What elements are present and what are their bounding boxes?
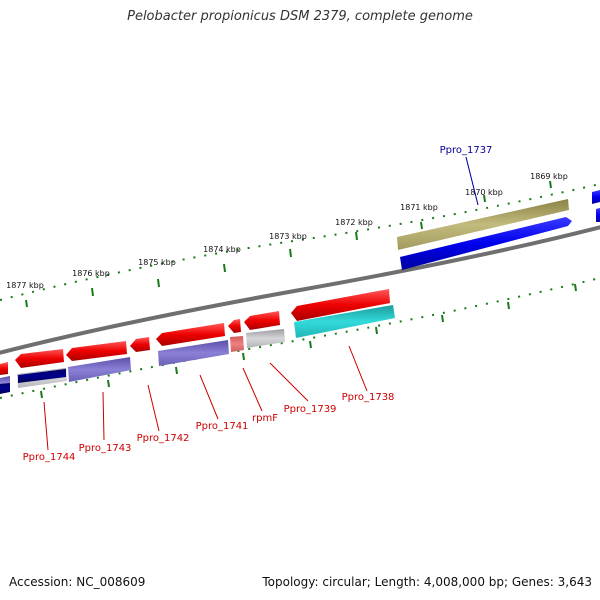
leader-ppro-1744 [43, 401, 49, 451]
tick-label-1877: 1877 kbp [6, 281, 44, 290]
tick-label-1869: 1869 kbp [530, 172, 568, 181]
tick-label-1873: 1873 kbp [269, 232, 307, 241]
leader-ppro-1741 [199, 374, 219, 420]
gene-label-ppro-1741[interactable]: Ppro_1741 [196, 421, 249, 432]
cds-ppro-1743[interactable] [66, 341, 127, 361]
tick-label-1872: 1872 kbp [335, 218, 373, 227]
leader-ppro-1738 [348, 345, 368, 392]
gene-label-ppro-1743[interactable]: Ppro_1743 [79, 443, 132, 454]
tick-label-1876: 1876 kbp [72, 269, 110, 278]
outer-major-ticks [25, 180, 552, 308]
genome-backbone [0, 225, 600, 355]
cog-bar-ppro-1743 [68, 357, 131, 382]
cds-ppro-1744[interactable] [15, 349, 64, 368]
tick-label-1874: 1874 kbp [203, 245, 241, 254]
forward-cds-edge-top [592, 190, 600, 204]
gene-label-ppro-1742[interactable]: Ppro_1742 [137, 433, 190, 444]
cog-bar-edge-left-dark [0, 383, 10, 394]
accession-text: Accession: NC_008609 [9, 575, 146, 589]
cds-ppro-1742[interactable] [130, 337, 150, 352]
leader-ppro-1743 [102, 391, 105, 441]
gene-label-rpmf[interactable]: rpmF [252, 413, 278, 424]
leader-ppro-1742 [147, 384, 160, 432]
cds-rpmf[interactable] [228, 319, 241, 333]
forward-cds-ppro-1737[interactable] [400, 217, 572, 270]
page-title: Pelobacter propionicus DSM 2379, complet… [127, 9, 473, 24]
cog-bar-ppro-1739 [246, 329, 285, 348]
gene-label-ppro-1737[interactable]: Ppro_1737 [440, 145, 493, 156]
cds-ppro-1741[interactable] [156, 323, 225, 346]
forward-cds-edge-bottom [596, 208, 600, 222]
cog-bar-rpmf [230, 336, 244, 352]
inner-tick-ring [0, 277, 600, 399]
cog-bar-ppro-1744-dark [18, 369, 66, 383]
tick-label-1870: 1870 kbp [465, 188, 503, 197]
cds-edge-left [0, 362, 8, 375]
cds-ppro-1739[interactable] [244, 311, 280, 330]
leader-ppro-1739 [269, 362, 309, 402]
outer-tick-ring [0, 183, 600, 301]
leader-ppro-1737 [465, 156, 479, 206]
inner-major-ticks [40, 283, 577, 399]
tick-label-1871: 1871 kbp [400, 203, 438, 212]
gene-label-ppro-1739[interactable]: Ppro_1739 [284, 404, 337, 415]
tick-label-1875: 1875 kbp [138, 258, 176, 267]
leader-rpmf [242, 367, 263, 412]
cds-ppro-1738[interactable] [291, 289, 390, 321]
gene-label-ppro-1744[interactable]: Ppro_1744 [23, 452, 76, 463]
cog-bar-ppro-1738 [294, 305, 395, 338]
forward-cog-olive-bar [397, 199, 569, 250]
cog-bar-ppro-1741 [158, 340, 229, 366]
gene-label-ppro-1738[interactable]: Ppro_1738 [342, 392, 395, 403]
genome-summary-text: Topology: circular; Length: 4,008,000 bp… [262, 575, 592, 589]
